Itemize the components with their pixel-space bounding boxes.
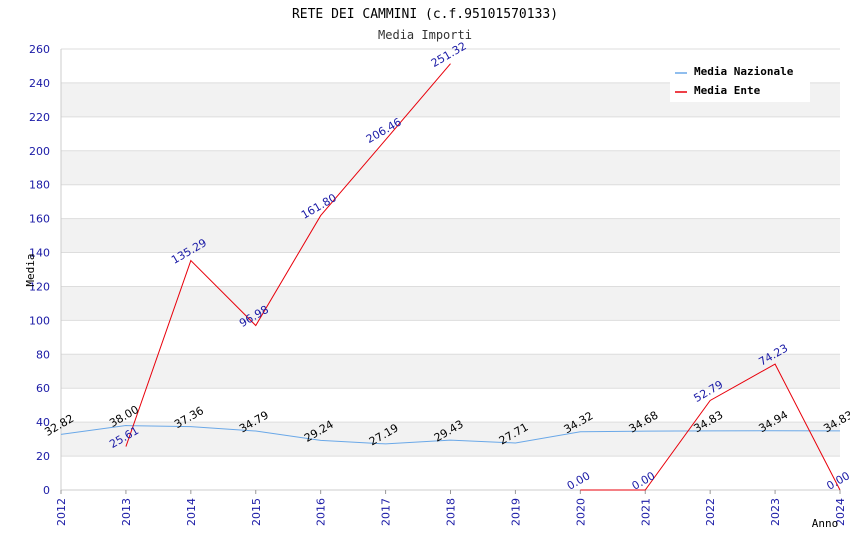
x-tick-label: 2019 (509, 498, 522, 526)
series-lines (60, 63, 841, 491)
y-tick-label: 260 (29, 43, 50, 56)
y-tick-label: 120 (29, 280, 50, 293)
x-tick-label: 2016 (315, 498, 328, 526)
x-tick-label: 2023 (769, 498, 782, 526)
x-tick-label: 2024 (834, 498, 847, 526)
y-tick-labels: 0 20 40 60 80 100 120 140 160 180 200 220 240 260 (29, 43, 50, 497)
data-label-ente: 0.00 (824, 469, 850, 493)
chart-title: RETE DEI CAMMINI (c.f.95101570133) (292, 7, 558, 22)
y-tick-label: 0 (43, 484, 50, 497)
x-axis-title: Anno (812, 517, 839, 530)
plot-bands (61, 82, 840, 457)
series-line-ente (580, 363, 841, 491)
y-tick-label: 40 (36, 416, 50, 429)
gridlines (61, 48, 840, 491)
x-tick-label: 2020 (574, 498, 587, 526)
data-label-ente: 0.00 (630, 469, 658, 493)
y-tick-label: 180 (29, 179, 50, 192)
legend-label-nazionale: Media Nazionale (694, 65, 794, 78)
x-tick-labels: 2012 2013 2014 2015 2016 2017 2018 2019 2020 2021… (55, 498, 847, 526)
plot-band (61, 422, 840, 457)
x-tick-label: 2012 (55, 498, 68, 526)
y-tick-label: 80 (36, 348, 50, 361)
x-tick-label: 2017 (380, 498, 393, 526)
y-tick-label: 160 (29, 213, 50, 226)
y-tick-label: 20 (36, 450, 50, 463)
chart-subtitle: Media Importi (378, 28, 472, 42)
y-axis-title: Media (24, 253, 37, 286)
x-tick-label: 2021 (639, 498, 652, 526)
data-label-ente: 161.80 (299, 191, 339, 222)
x-tick-label: 2013 (120, 498, 133, 526)
y-tick-label: 240 (29, 77, 50, 90)
y-tick-label: 140 (29, 247, 50, 260)
plot-band (61, 286, 840, 321)
plot-band (61, 354, 840, 389)
x-tick-label: 2015 (250, 498, 263, 526)
series-line-ente (125, 63, 451, 447)
legend-box (670, 60, 810, 102)
x-tick-label: 2022 (704, 498, 717, 526)
axes (60, 49, 841, 494)
legend-label-ente: Media Ente (694, 84, 761, 97)
series-line-nazionale (60, 425, 841, 445)
plot-band (61, 218, 840, 253)
legend: Media Nazionale Media Ente (670, 60, 810, 102)
data-label-ente: 0.00 (565, 469, 593, 493)
plot-band (61, 150, 840, 185)
y-tick-label: 200 (29, 145, 50, 158)
x-tick-label: 2014 (185, 498, 198, 526)
y-tick-label: 60 (36, 382, 50, 395)
y-tick-label: 220 (29, 111, 50, 124)
x-tick-label: 2018 (445, 498, 458, 526)
y-tick-label: 100 (29, 314, 50, 327)
